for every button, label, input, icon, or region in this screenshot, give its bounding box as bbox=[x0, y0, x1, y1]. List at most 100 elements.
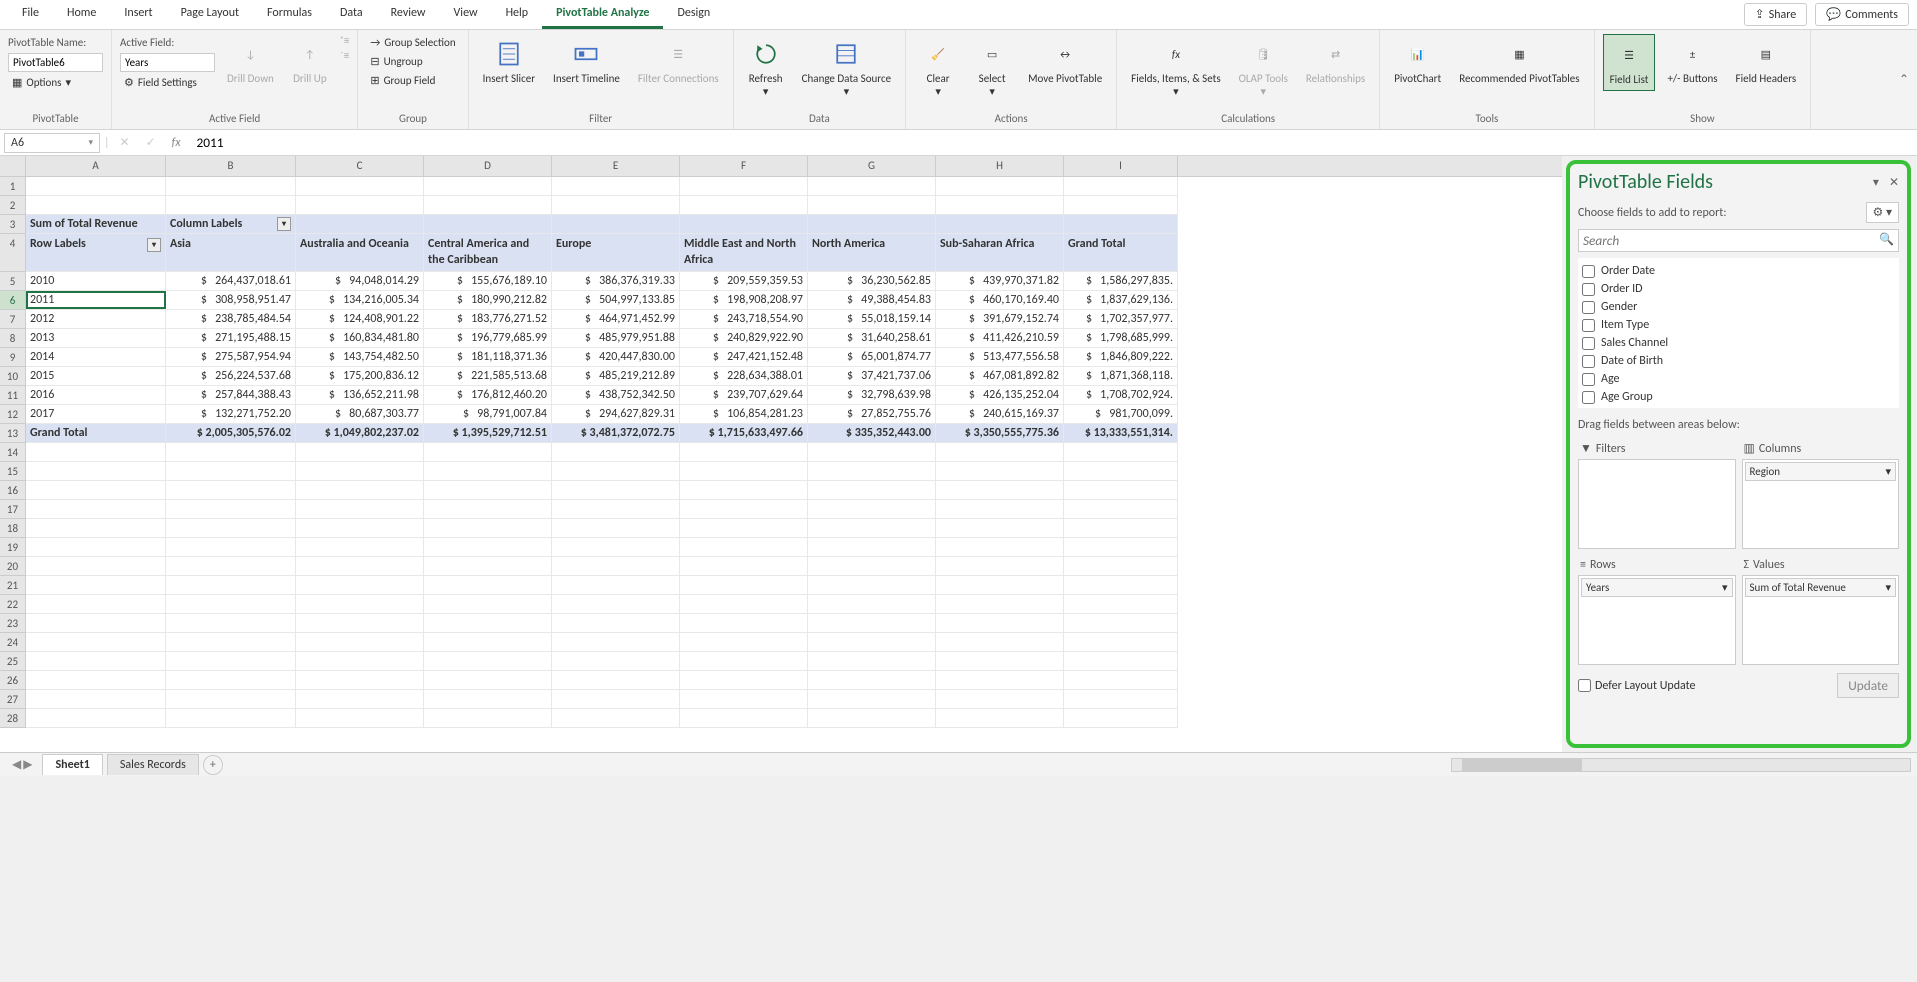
cell[interactable] bbox=[296, 500, 424, 518]
cell[interactable]: 2013 bbox=[26, 329, 166, 347]
cell[interactable]: $ 2,005,305,576.02 bbox=[166, 424, 296, 442]
cell[interactable]: $ 420,447,830.00 bbox=[552, 348, 680, 366]
cell[interactable] bbox=[166, 690, 296, 708]
cell[interactable] bbox=[808, 633, 936, 651]
cell[interactable] bbox=[26, 177, 166, 195]
cell[interactable] bbox=[26, 576, 166, 594]
row-header-6[interactable]: 6 bbox=[0, 291, 26, 310]
cell[interactable]: $ 438,752,342.50 bbox=[552, 386, 680, 404]
cell[interactable] bbox=[296, 177, 424, 195]
cell[interactable] bbox=[1064, 671, 1178, 689]
column-header-H[interactable]: H bbox=[936, 156, 1064, 176]
cell[interactable] bbox=[936, 538, 1064, 556]
cell[interactable] bbox=[296, 538, 424, 556]
next-sheet-icon[interactable]: ▶ bbox=[23, 757, 32, 772]
cell[interactable] bbox=[552, 177, 680, 195]
cell[interactable]: 2012 bbox=[26, 310, 166, 328]
cell[interactable] bbox=[166, 538, 296, 556]
tab-view[interactable]: View bbox=[440, 0, 492, 29]
comments-button[interactable]: 💬Comments bbox=[1815, 3, 1909, 26]
cancel-formula-icon[interactable]: ✕ bbox=[114, 133, 136, 152]
column-header-F[interactable]: F bbox=[680, 156, 808, 176]
fields-items-button[interactable]: fxFields, Items, & Sets ▾ bbox=[1125, 34, 1226, 102]
cell[interactable] bbox=[936, 614, 1064, 632]
refresh-button[interactable]: Refresh ▾ bbox=[742, 34, 790, 102]
sheet-tab-sales-records[interactable]: Sales Records bbox=[107, 754, 199, 775]
cell[interactable] bbox=[26, 538, 166, 556]
row-header-1[interactable]: 1 bbox=[0, 177, 26, 196]
cell[interactable]: 2016 bbox=[26, 386, 166, 404]
row-header-21[interactable]: 21 bbox=[0, 576, 26, 595]
tab-design[interactable]: Design bbox=[663, 0, 724, 29]
cell[interactable] bbox=[296, 519, 424, 537]
cell[interactable]: $ 1,837,629,136. bbox=[1064, 291, 1178, 309]
cell[interactable]: $ 181,118,371.36 bbox=[424, 348, 552, 366]
cell[interactable]: $ 134,216,005.34 bbox=[296, 291, 424, 309]
group-selection-button[interactable]: → Group Selection bbox=[366, 34, 459, 51]
cell[interactable] bbox=[680, 538, 808, 556]
name-box[interactable]: A6▾ bbox=[4, 133, 100, 153]
tab-insert[interactable]: Insert bbox=[110, 0, 166, 29]
cell[interactable]: $ 1,715,633,497.66 bbox=[680, 424, 808, 442]
row-header-26[interactable]: 26 bbox=[0, 671, 26, 690]
filter-connections-button[interactable]: ☰Filter Connections bbox=[632, 34, 725, 89]
accept-formula-icon[interactable]: ✓ bbox=[140, 133, 162, 152]
tab-formulas[interactable]: Formulas bbox=[253, 0, 326, 29]
cell[interactable] bbox=[680, 671, 808, 689]
cell[interactable] bbox=[424, 690, 552, 708]
cell[interactable] bbox=[166, 196, 296, 214]
column-header-B[interactable]: B bbox=[166, 156, 296, 176]
cell[interactable] bbox=[424, 538, 552, 556]
cell[interactable]: $ 1,708,702,924. bbox=[1064, 386, 1178, 404]
cell[interactable]: $ 460,170,169.40 bbox=[936, 291, 1064, 309]
tab-review[interactable]: Review bbox=[377, 0, 440, 29]
cell[interactable] bbox=[166, 557, 296, 575]
cell[interactable] bbox=[166, 443, 296, 461]
cell[interactable]: $ 239,707,629.64 bbox=[680, 386, 808, 404]
cell[interactable] bbox=[1064, 443, 1178, 461]
cell[interactable] bbox=[552, 538, 680, 556]
cell[interactable] bbox=[936, 671, 1064, 689]
values-drop-area[interactable]: Sum of Total Revenue▾ bbox=[1742, 575, 1900, 665]
cell[interactable]: $ 275,587,954.94 bbox=[166, 348, 296, 366]
cell[interactable] bbox=[424, 519, 552, 537]
cell[interactable] bbox=[166, 177, 296, 195]
row-header-20[interactable]: 20 bbox=[0, 557, 26, 576]
cell[interactable] bbox=[680, 443, 808, 461]
cell[interactable] bbox=[808, 652, 936, 670]
cell[interactable] bbox=[1064, 576, 1178, 594]
cell[interactable]: Row Labels▾ bbox=[26, 234, 166, 271]
cell[interactable]: $ 411,426,210.59 bbox=[936, 329, 1064, 347]
cell[interactable]: $ 335,352,443.00 bbox=[808, 424, 936, 442]
cell[interactable]: $ 308,958,951.47 bbox=[166, 291, 296, 309]
cell[interactable] bbox=[808, 557, 936, 575]
cell[interactable] bbox=[26, 443, 166, 461]
cell[interactable] bbox=[166, 500, 296, 518]
pivot-field-order-date[interactable]: Order Date bbox=[1582, 262, 1895, 280]
cell[interactable] bbox=[296, 595, 424, 613]
field-search[interactable]: 🔍 bbox=[1578, 229, 1899, 252]
cell[interactable]: 2014 bbox=[26, 348, 166, 366]
row-header-22[interactable]: 22 bbox=[0, 595, 26, 614]
cell[interactable] bbox=[296, 614, 424, 632]
cell[interactable] bbox=[1064, 215, 1178, 233]
cell[interactable]: $ 439,970,371.82 bbox=[936, 272, 1064, 290]
cell[interactable] bbox=[296, 481, 424, 499]
cell[interactable]: $ 3,481,372,072.75 bbox=[552, 424, 680, 442]
cell[interactable] bbox=[26, 690, 166, 708]
row-header-11[interactable]: 11 bbox=[0, 386, 26, 405]
cell[interactable] bbox=[808, 519, 936, 537]
cell[interactable] bbox=[1064, 652, 1178, 670]
cell[interactable]: $ 485,219,212.89 bbox=[552, 367, 680, 385]
tab-home[interactable]: Home bbox=[53, 0, 110, 29]
cell[interactable]: $ 36,230,562.85 bbox=[808, 272, 936, 290]
cell[interactable] bbox=[552, 557, 680, 575]
cell[interactable] bbox=[296, 215, 424, 233]
cell[interactable] bbox=[424, 671, 552, 689]
cell[interactable] bbox=[552, 443, 680, 461]
cell[interactable] bbox=[552, 462, 680, 480]
cell[interactable] bbox=[26, 481, 166, 499]
cell[interactable] bbox=[424, 462, 552, 480]
cell[interactable] bbox=[1064, 500, 1178, 518]
cell[interactable] bbox=[936, 519, 1064, 537]
